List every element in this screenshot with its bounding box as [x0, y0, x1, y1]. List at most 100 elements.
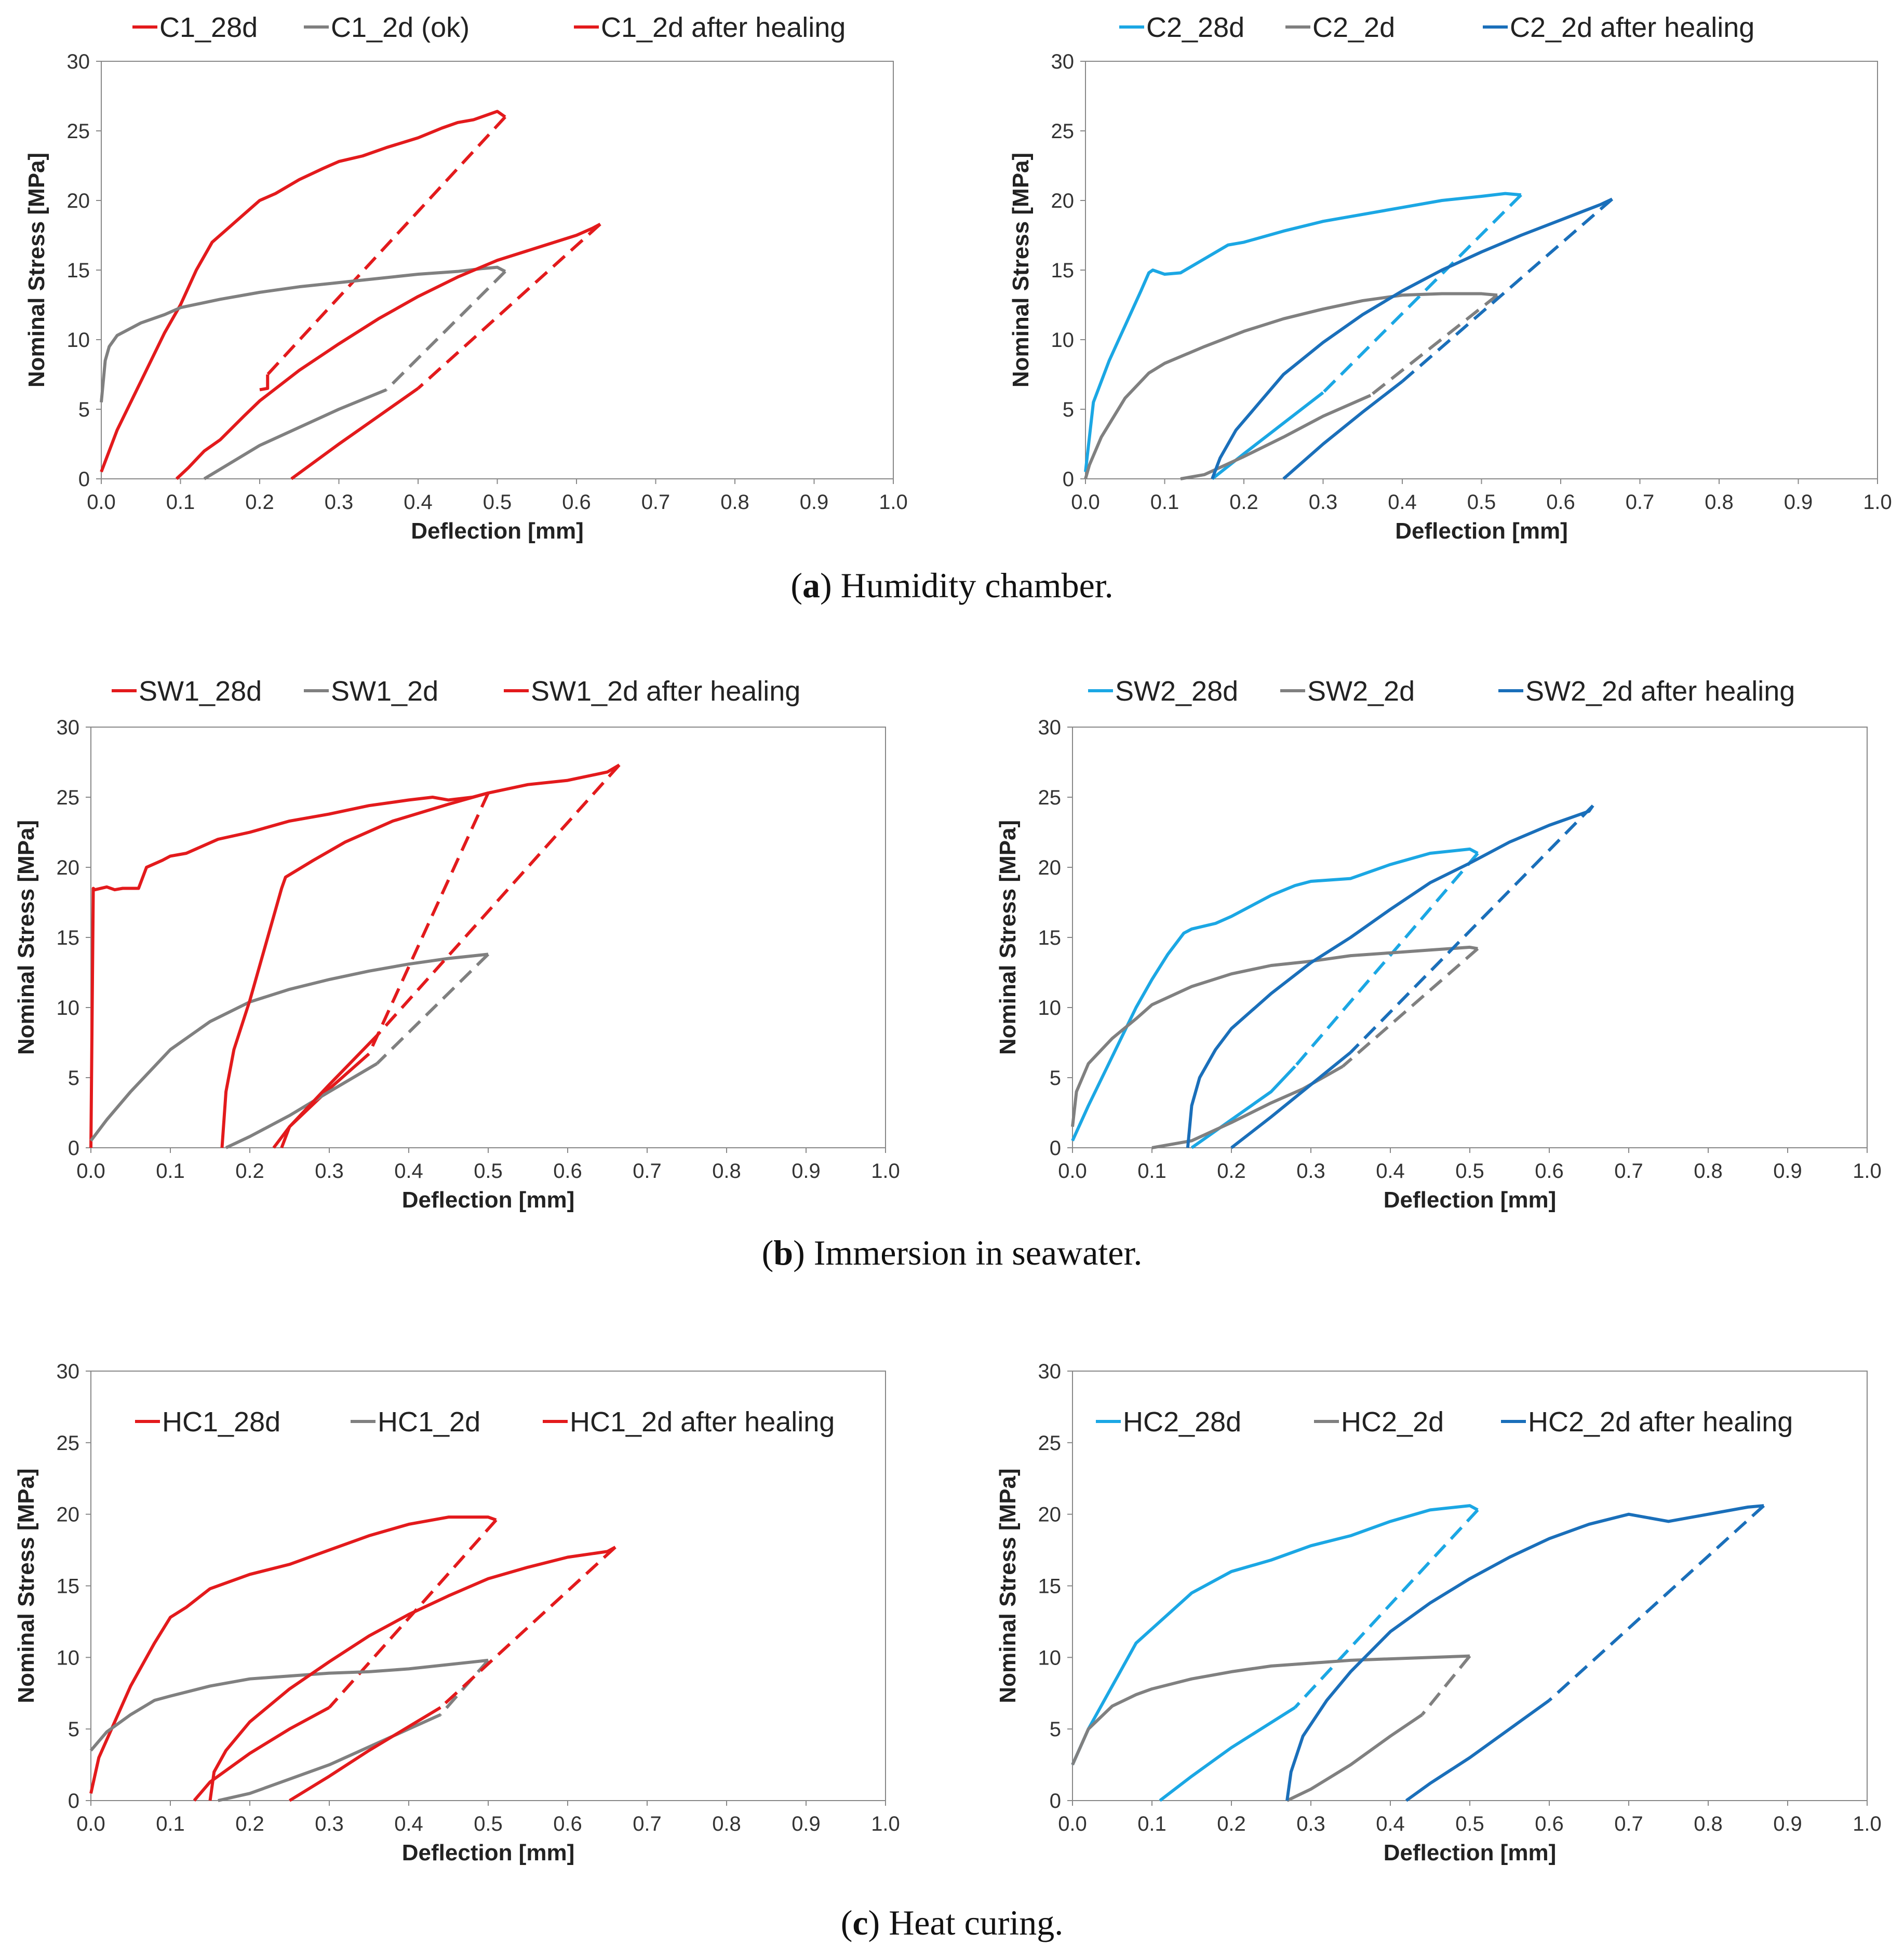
series-unloading-solid-line — [1405, 1699, 1550, 1802]
x-tick-label: 0.4 — [1376, 1160, 1405, 1183]
x-tick-label: 0.8 — [1694, 1813, 1723, 1835]
plot-area-frame — [90, 727, 886, 1148]
x-tick-label: 0.5 — [1455, 1813, 1484, 1835]
x-tick-label: 0.6 — [553, 1813, 582, 1835]
legend-label: HC2_2d — [1341, 1406, 1444, 1438]
series-unloading-dashed-line — [376, 763, 621, 1037]
series-hc2-28d — [1071, 1504, 1479, 1802]
x-tick-label: 0.9 — [792, 1160, 821, 1183]
x-tick-label: 0.0 — [87, 491, 116, 514]
series-loading-line — [1071, 945, 1478, 1127]
x-axis-label: Deflection [mm] — [411, 518, 583, 544]
series-loading-line — [1285, 1504, 1764, 1801]
y-tick-label: 20 — [57, 856, 80, 879]
series-loading-line — [100, 265, 506, 402]
x-tick-label: 0.4 — [1376, 1813, 1405, 1835]
x-tick-label: 0.0 — [1058, 1813, 1087, 1835]
series-unloading-solid-line — [290, 387, 419, 480]
series-unloading-dashed-line — [1548, 1504, 1765, 1702]
series-hc1-28d — [89, 1515, 498, 1802]
y-tick-label: 10 — [57, 997, 80, 1019]
x-axis-label: Deflection [mm] — [1384, 1187, 1556, 1213]
series-loading-line — [1211, 197, 1613, 480]
legend-label: HC2_28d — [1123, 1406, 1241, 1438]
x-tick-label: 0.5 — [474, 1813, 503, 1835]
series-loading-line — [1186, 804, 1594, 1148]
series-c2-28d — [1084, 192, 1522, 480]
series-unloading-solid-line — [1230, 1051, 1352, 1149]
series-sw1-28d — [89, 791, 490, 1149]
x-tick-label: 0.7 — [1626, 491, 1655, 514]
series-unloading-dashed-line — [1342, 947, 1479, 1068]
x-tick-label: 0.2 — [235, 1160, 264, 1183]
y-tick-label: 20 — [1038, 1504, 1062, 1526]
series-unloading-solid-line — [1211, 391, 1324, 480]
y-tick-label: 25 — [67, 120, 90, 143]
y-tick-label: 5 — [1063, 398, 1074, 421]
x-tick-label: 0.6 — [1546, 491, 1575, 514]
legend-label: HC1_2d after healing — [570, 1406, 835, 1438]
series-c1-2d-ok- — [100, 265, 506, 480]
x-tick-label: 1.0 — [871, 1160, 900, 1183]
series-unloading-solid-line — [1190, 1065, 1296, 1149]
series-loading-line — [220, 763, 620, 1148]
x-tick-label: 0.9 — [1773, 1160, 1802, 1183]
y-tick-label: 15 — [57, 927, 80, 949]
y-axis-label: Nominal Stress [MPa] — [14, 820, 39, 1055]
legend-label: SW2_28d — [1115, 676, 1238, 707]
series-loading-line — [89, 791, 489, 1148]
x-tick-label: 0.8 — [712, 1813, 741, 1835]
series-loading-line — [89, 952, 489, 1142]
series-unloading-solid-line — [1282, 380, 1403, 480]
x-tick-label: 0.3 — [315, 1160, 344, 1183]
y-tick-label: 5 — [1050, 1718, 1061, 1741]
y-tick-label: 5 — [1050, 1067, 1061, 1090]
x-tick-label: 0.2 — [1217, 1813, 1246, 1835]
y-tick-label: 10 — [1038, 1646, 1062, 1669]
plot-area-frame — [1085, 61, 1878, 479]
x-tick-label: 0.8 — [1694, 1160, 1723, 1183]
y-tick-label: 30 — [57, 716, 80, 739]
x-tick-label: 1.0 — [1853, 1813, 1882, 1835]
series-unloading-solid-line — [193, 1706, 330, 1802]
series-loading-line — [89, 1515, 497, 1794]
series-hc1-2d-after-healing — [208, 1546, 616, 1802]
chart-hc1: 0 5 10 15 20 25 30 0.0 0.1 0.2 0.3 0.4 0.5 0.6 0.7 0.8 0… — [14, 1360, 900, 1866]
x-tick-label: 0.8 — [712, 1160, 741, 1183]
caption-a: (a) Humidity chamber. — [790, 566, 1113, 605]
x-tick-label: 0.2 — [1229, 491, 1258, 514]
x-tick-label: 0.9 — [800, 491, 829, 514]
y-tick-label: 10 — [57, 1646, 80, 1669]
caption-b: (b) Immersion in seawater. — [762, 1233, 1143, 1272]
legend-label: SW1_2d after healing — [531, 676, 800, 707]
y-tick-label: 0 — [1063, 468, 1074, 491]
y-tick-label: 0 — [78, 468, 90, 491]
series-unloading-dashed-line — [1401, 198, 1614, 383]
series-loading-line — [100, 110, 506, 473]
series-sw2-28d — [1071, 847, 1479, 1149]
y-tick-label: 15 — [67, 259, 90, 282]
x-tick-label: 0.6 — [553, 1160, 582, 1183]
caption-b-text: Immersion in seawater. — [805, 1233, 1143, 1272]
series-c1-28d — [100, 110, 506, 473]
x-tick-label: 0.3 — [1296, 1160, 1325, 1183]
y-tick-label: 15 — [1038, 927, 1062, 949]
series-sw1-2d-after-healing — [220, 763, 621, 1149]
series-loading-line — [1071, 1504, 1479, 1766]
y-tick-label: 20 — [67, 190, 90, 212]
legend-label: SW1_2d — [331, 676, 438, 707]
x-tick-label: 0.1 — [1137, 1813, 1166, 1835]
x-tick-label: 1.0 — [1863, 491, 1892, 514]
y-axis-label: Nominal Stress [MPa] — [995, 1468, 1021, 1703]
y-tick-label: 10 — [67, 329, 90, 352]
y-axis-label: Nominal Stress [MPa] — [24, 153, 49, 387]
y-tick-label: 0 — [68, 1137, 79, 1160]
y-tick-label: 30 — [1051, 50, 1075, 73]
x-tick-label: 0.7 — [641, 491, 671, 514]
y-tick-label: 15 — [57, 1575, 80, 1598]
x-tick-label: 1.0 — [1853, 1160, 1882, 1183]
x-tick-label: 0.7 — [633, 1813, 662, 1835]
x-tick-label: 0.0 — [1058, 1160, 1087, 1183]
legend-label: SW2_2d — [1307, 676, 1415, 707]
chart-panels: 0 5 10 15 20 25 30 0.0 0.1 0.2 0.3 0.4 0.5 0.6 0.7 0.8 0… — [14, 12, 1892, 1866]
